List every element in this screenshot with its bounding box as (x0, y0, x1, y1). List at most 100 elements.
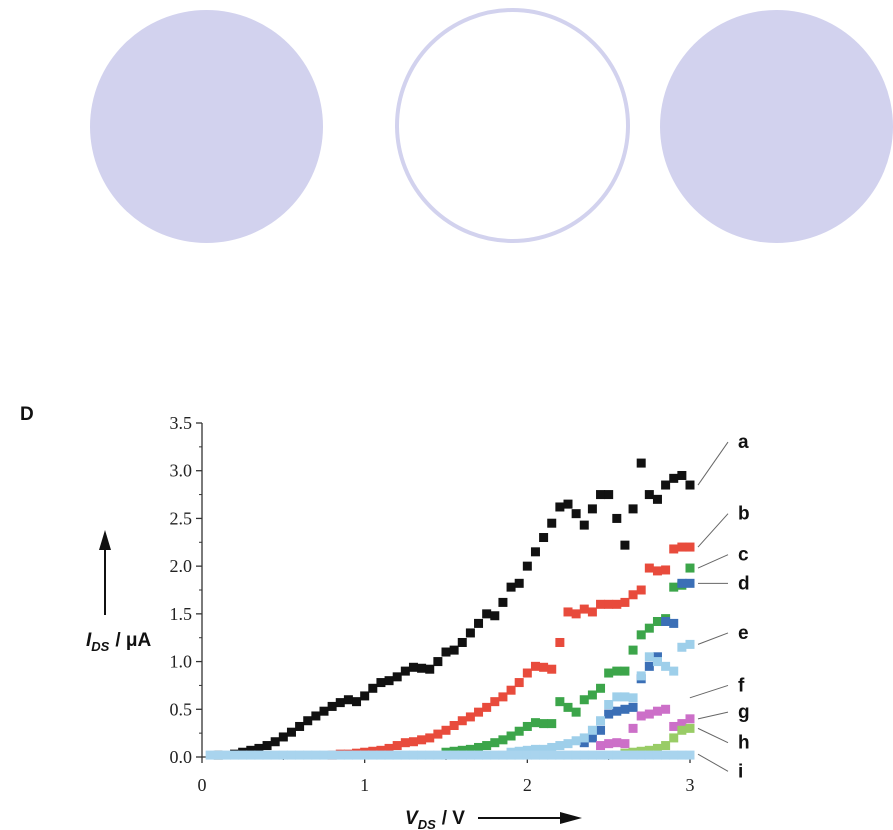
data-point (522, 745, 532, 755)
data-point (644, 623, 654, 633)
data-point (417, 663, 427, 673)
data-point (547, 518, 557, 528)
data-point (449, 721, 459, 731)
data-point (596, 741, 606, 751)
data-point (498, 750, 508, 760)
data-point (474, 707, 484, 717)
x-label-sub: DS (418, 817, 436, 830)
data-point (270, 750, 280, 760)
leader-line (697, 513, 729, 548)
data-point (254, 743, 264, 753)
y-arrow-head (99, 530, 111, 550)
data-point (506, 731, 516, 741)
data-point (319, 750, 329, 760)
data-point (433, 750, 443, 760)
leader-line (697, 711, 729, 720)
data-point (677, 725, 687, 735)
data-point (579, 750, 589, 760)
data-point (685, 578, 695, 588)
data-point (652, 494, 662, 504)
series-a (213, 458, 695, 760)
data-point (612, 750, 622, 760)
data-point (571, 707, 581, 717)
data-point (636, 630, 646, 640)
x-label-unit: / V (442, 808, 466, 829)
data-point (539, 744, 549, 754)
data-point (604, 599, 614, 609)
data-point (417, 750, 427, 760)
y-tick-label: 3.0 (170, 461, 193, 481)
data-point (352, 750, 362, 760)
data-point (579, 604, 589, 614)
data-point (376, 678, 386, 688)
series-e (506, 639, 695, 757)
data-point (286, 750, 296, 760)
data-point (400, 666, 410, 676)
svg-text:IDS/ μA: IDS / μA (86, 630, 152, 654)
x-tick-label: 1 (360, 775, 369, 795)
y-label-sub: DS (91, 639, 109, 654)
data-point (238, 750, 248, 760)
data-point (644, 709, 654, 719)
data-point (620, 597, 630, 607)
data-point (669, 618, 679, 628)
data-point (579, 733, 589, 743)
data-point (433, 729, 443, 739)
data-point (457, 750, 467, 760)
data-point (677, 719, 687, 729)
series-label: c (738, 545, 749, 566)
y-tick-label: 1.5 (170, 604, 193, 624)
data-point (449, 645, 459, 655)
data-point (587, 607, 597, 617)
data-point (652, 743, 662, 753)
data-point (213, 750, 223, 760)
data-point (457, 745, 467, 755)
circle-row (0, 0, 893, 260)
data-point (677, 578, 687, 588)
data-point (652, 750, 662, 760)
data-point (311, 711, 321, 721)
data-point (587, 690, 597, 700)
data-point (547, 742, 557, 752)
data-point (539, 662, 549, 672)
data-point (441, 750, 451, 760)
data-point (539, 533, 549, 543)
data-point (579, 520, 589, 530)
data-point (652, 566, 662, 576)
data-point (465, 712, 475, 722)
series-label: f (738, 675, 745, 696)
data-point (246, 750, 256, 760)
data-point (669, 666, 679, 676)
data-point (522, 721, 532, 731)
x-axis-title: VDS / V (405, 808, 582, 830)
data-point (628, 750, 638, 760)
data-point (669, 473, 679, 483)
data-point (587, 733, 597, 743)
data-point (514, 750, 524, 760)
outline-circle-middle (395, 8, 630, 243)
data-point (685, 723, 695, 733)
data-point (661, 704, 671, 714)
data-point (205, 750, 215, 760)
data-point (604, 750, 614, 760)
data-point (636, 750, 646, 760)
data-point (587, 504, 597, 514)
data-point (677, 542, 687, 552)
data-point (392, 750, 402, 760)
data-point (661, 750, 671, 760)
series-label: h (738, 733, 750, 754)
series-label: e (738, 623, 749, 644)
data-point (636, 671, 646, 681)
data-point (490, 697, 500, 707)
data-point (530, 744, 540, 754)
data-point (514, 578, 524, 588)
x-tick-label: 3 (686, 775, 695, 795)
data-point (571, 509, 581, 519)
data-point (547, 750, 557, 760)
data-point (295, 721, 305, 731)
data-point (482, 609, 492, 619)
data-point (514, 678, 524, 688)
data-point (628, 504, 638, 514)
data-point (506, 750, 516, 760)
x-tick-label: 0 (198, 775, 207, 795)
